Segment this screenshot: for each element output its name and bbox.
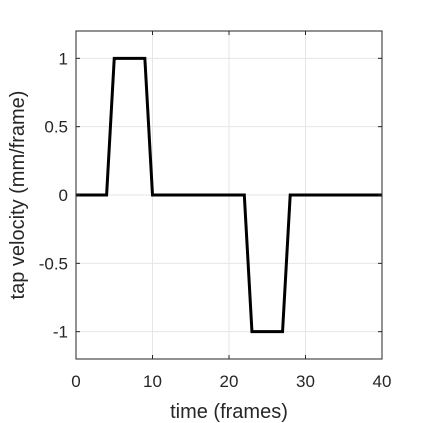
ticks: 0 10 20 30 40 1 0.5 0 -0.5 -1 — [39, 31, 392, 391]
y-tick-label: 0.5 — [44, 118, 68, 137]
y-tick-label: -1 — [53, 323, 68, 342]
x-tick-label: 0 — [71, 372, 80, 391]
x-tick-label: 40 — [373, 372, 392, 391]
x-axis-label: time (frames) — [170, 401, 288, 423]
x-tick-label: 20 — [220, 372, 239, 391]
series-line — [76, 56, 382, 334]
y-axis-label: tap velocity (mm/frame) — [7, 91, 29, 300]
y-tick-label: 0 — [59, 186, 68, 205]
plot-area — [76, 56, 382, 334]
y-tick-label: 1 — [59, 49, 68, 68]
y-tick-label: -0.5 — [39, 254, 68, 273]
x-tick-label: 10 — [143, 372, 162, 391]
x-tick-label: 30 — [296, 372, 315, 391]
